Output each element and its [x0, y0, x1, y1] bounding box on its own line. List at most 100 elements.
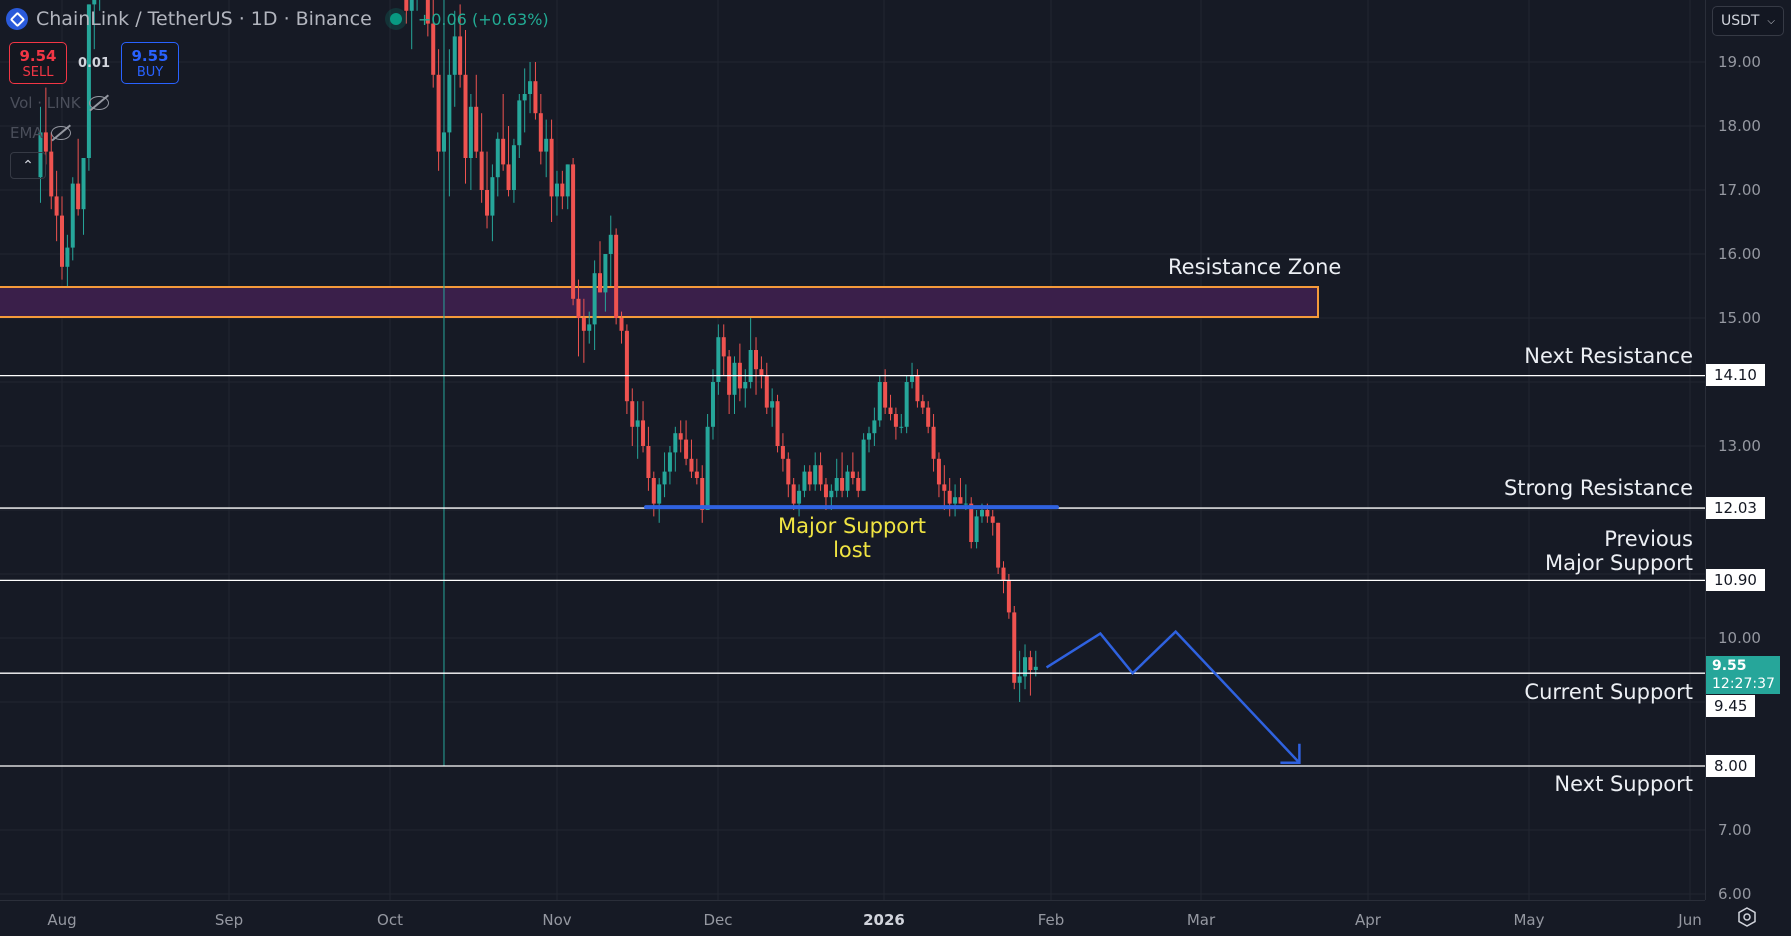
candle-body: [700, 478, 705, 510]
candle-body: [797, 490, 802, 504]
candle-body: [517, 100, 522, 146]
trade-panel: 9.54 SELL 0.01 9.55 BUY: [9, 42, 179, 84]
candle-body: [780, 446, 785, 459]
time-tick: Mar: [1186, 911, 1216, 929]
candle-body: [764, 375, 769, 408]
indicator-volume-label: Vol · LINK: [10, 94, 81, 112]
candle-body: [646, 446, 651, 478]
eye-hidden-icon[interactable]: [88, 96, 109, 110]
candle-body: [468, 106, 473, 158]
candle-body: [60, 215, 64, 267]
projection-arrowhead-icon: [1280, 743, 1301, 765]
candle-body: [689, 458, 694, 472]
candle-body: [667, 452, 672, 472]
candle-body: [829, 490, 834, 498]
time-tick: Feb: [1037, 911, 1065, 929]
candle-body: [1006, 580, 1011, 613]
candle-body: [856, 478, 861, 491]
candle-body: [893, 414, 898, 427]
candle-body: [834, 478, 839, 491]
candle-body: [1033, 666, 1038, 670]
candle-body: [716, 337, 721, 382]
candle-body: [721, 337, 726, 357]
candle-body: [990, 516, 995, 523]
level-tag-previous-support: 10.90: [1706, 569, 1765, 591]
candle-body: [1017, 676, 1022, 683]
candle-body: [840, 478, 845, 491]
candle-body: [65, 247, 70, 267]
candle-body: [694, 471, 699, 478]
candle-body: [70, 183, 75, 248]
candle-body: [544, 138, 549, 152]
candle-body: [1028, 657, 1033, 670]
price-tick: 15.00: [1718, 309, 1761, 327]
candle-body: [845, 471, 850, 491]
candle-body: [581, 318, 586, 331]
settings-gear-icon[interactable]: [1737, 907, 1757, 927]
candle-body: [996, 522, 1001, 568]
candle-body: [931, 426, 936, 459]
candle-body: [910, 375, 915, 382]
candle-body: [458, 36, 463, 75]
annotation-next-resistance: Next Resistance: [1524, 344, 1693, 368]
candle-body: [528, 81, 533, 94]
time-tick: Jun: [1678, 911, 1702, 929]
candle-body: [587, 324, 592, 331]
buy-button[interactable]: 9.55 BUY: [121, 42, 179, 84]
candle-body: [54, 196, 59, 216]
candle-body: [786, 458, 791, 485]
candle-body: [549, 138, 554, 197]
candle-body: [823, 484, 828, 498]
collapse-indicators-button[interactable]: ⌃: [10, 152, 46, 179]
candle-body: [86, 4, 91, 159]
candle-body: [630, 401, 635, 427]
candle-body: [807, 471, 812, 485]
last-price-tag: 9.55 12:27:37: [1706, 656, 1780, 694]
candle-body: [608, 234, 613, 254]
price-tick: 13.00: [1718, 437, 1761, 455]
price-tick: 7.00: [1718, 821, 1752, 839]
candle-body: [560, 183, 565, 197]
symbol-title[interactable]: ChainLink / TetherUS · 1D · Binance: [36, 8, 372, 30]
buy-label: BUY: [136, 64, 164, 80]
level-tag-next-support: 8.00: [1706, 755, 1756, 777]
candle-body: [490, 177, 495, 216]
candle-body: [441, 132, 446, 152]
candle-body: [673, 433, 678, 453]
currency-selector[interactable]: USDT ⌵: [1712, 6, 1784, 36]
price-tick: 16.00: [1718, 245, 1761, 263]
candle-body: [619, 318, 624, 331]
candle-body: [947, 490, 952, 504]
candle-body: [818, 465, 823, 485]
eye-hidden-icon[interactable]: [50, 126, 71, 140]
time-tick: Dec: [703, 911, 733, 929]
bar-countdown: 12:27:37: [1712, 676, 1775, 692]
level-tag-current-support: 9.45: [1706, 695, 1756, 717]
candle-body: [936, 458, 941, 485]
candle-body: [979, 510, 984, 517]
candle-body: [1001, 567, 1006, 581]
price-tick: 19.00: [1718, 53, 1761, 71]
candle-body: [38, 132, 43, 178]
candle-body: [915, 375, 920, 402]
candle-body: [522, 94, 527, 101]
annotation-strong-resistance: Strong Resistance: [1503, 476, 1693, 500]
candle-body: [710, 382, 715, 427]
price-chart-canvas[interactable]: [0, 0, 1705, 900]
candle-body: [958, 497, 963, 504]
candle-body: [409, 0, 414, 11]
candle-body: [533, 81, 538, 114]
chainlink-logo-icon: [6, 8, 28, 30]
time-axis[interactable]: Aug Sep Oct Nov Dec 2026 Feb Mar Apr May…: [0, 900, 1705, 936]
indicator-volume[interactable]: Vol · LINK: [10, 94, 109, 112]
candle-body: [571, 164, 576, 299]
candle-body: [888, 407, 893, 414]
annotation-next-support: Next Support: [1554, 772, 1693, 796]
sell-button[interactable]: 9.54 SELL: [9, 42, 67, 84]
candle-body: [684, 439, 689, 459]
candle-body: [495, 138, 500, 178]
price-axis[interactable]: 19.00 18.00 17.00 16.00 15.00 13.00 10.0…: [1705, 0, 1791, 903]
time-tick: Nov: [542, 911, 572, 929]
last-price: 9.55: [1712, 658, 1747, 674]
indicator-ema[interactable]: EMA: [10, 124, 71, 142]
